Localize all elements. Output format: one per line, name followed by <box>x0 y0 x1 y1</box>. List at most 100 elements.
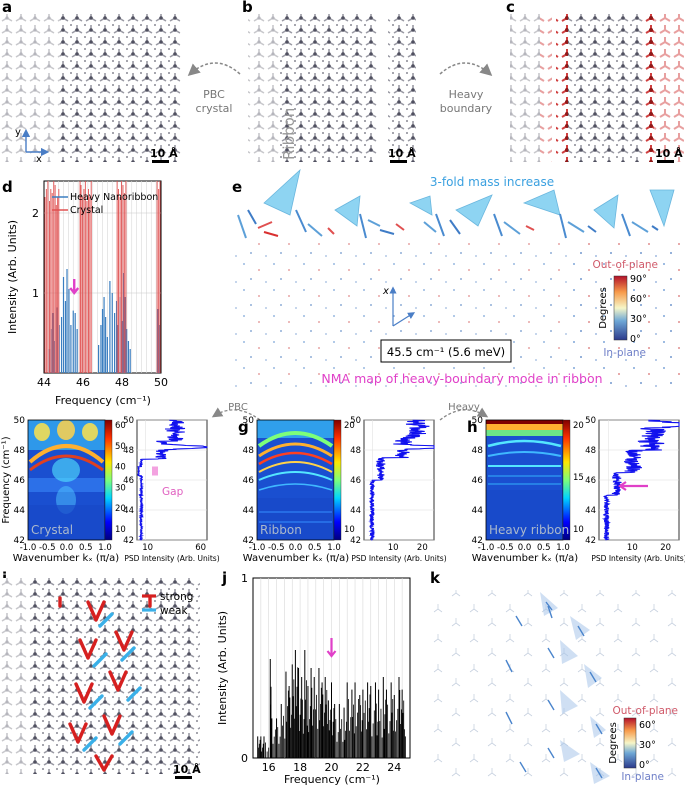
bc-arrow: Heavy boundary <box>439 62 493 115</box>
mode-arrow <box>618 481 648 491</box>
colorbar-tick: 10 <box>115 525 126 535</box>
panel-f: f Crystal Frequency (cm⁻¹) Wavenumber kₓ… <box>1 416 220 564</box>
y-tick-label: 42 <box>585 536 596 546</box>
x-tick-label: 22 <box>356 761 370 774</box>
nma-colorbar: Out-of-plane In-plane Degrees 60° 30° 0° <box>608 705 678 783</box>
y-tick-label: 46 <box>585 476 596 486</box>
displacement-arrows <box>505 601 603 779</box>
y-tick-label: 44 <box>123 506 134 516</box>
panel-b: b Ribbon 10 Å <box>242 0 416 163</box>
legend-entry: Heavy Nanoribbon <box>70 192 158 203</box>
panel-g: g Ribbon Wavenumber kₓ (π/a) 4244464850 … <box>238 416 447 564</box>
axis-y-label: y <box>15 127 21 138</box>
lattice-ribbon <box>278 14 378 162</box>
nma-axis: x <box>382 286 416 327</box>
x-tick-label: -0.5 <box>268 543 285 553</box>
gap-label: Gap <box>162 486 184 498</box>
x-tick-label: -0.5 <box>39 543 56 553</box>
scale-label: 10 Å <box>655 147 683 160</box>
colorbar-tick: 60 <box>115 421 126 431</box>
panel-k: k Out-of-plane <box>430 569 685 784</box>
y-tick-label: 1 <box>32 287 39 300</box>
legend-strong: strong <box>160 591 193 603</box>
y-tick-label: 44 <box>350 506 361 516</box>
colorbar-tick: 60° <box>639 720 656 731</box>
y-tick-label: 42 <box>243 536 254 546</box>
colorbar-title: Degrees <box>598 287 609 329</box>
x-axis-label: Frequency (cm⁻¹) <box>284 773 380 786</box>
colorbar-tick: 30 <box>115 483 126 493</box>
colorbar-tick: 0° <box>639 760 650 771</box>
panel-h: h Heavy ribbon Wavenumber kₓ (π/a) 42 44 4… <box>467 416 685 564</box>
y-axis-label: Intensity (Arb. Units) <box>6 220 19 334</box>
y-tick-label: 46 <box>123 476 134 486</box>
colorbar-tick: 10 <box>573 525 584 535</box>
axis-x-label: x <box>36 154 42 165</box>
x-axis-label: Wavenumber kₓ (π/a) <box>13 553 119 564</box>
x-tick-label: 1.0 <box>556 543 570 553</box>
y-tick-label: 0 <box>241 752 248 765</box>
colorbar-tick: 50 <box>115 442 126 452</box>
displacement-arrows <box>237 209 659 239</box>
y-tick-label: 50 <box>585 416 596 426</box>
x-tick-label: -0.5 <box>497 543 514 553</box>
panel-a: a y x 10 Å <box>0 0 182 165</box>
y-tick-label: 44 <box>243 506 255 516</box>
x-tick-label: 0.5 <box>537 543 551 553</box>
legend: strong weak <box>142 591 193 617</box>
y-tick-label: 42 <box>123 536 134 546</box>
scale-label: 10 Å <box>173 763 201 776</box>
x-tick-label: 10 <box>142 543 153 553</box>
lattice-heavy-ribbon <box>568 14 642 162</box>
heatmap-bands <box>257 420 334 540</box>
y-tick-label: 46 <box>14 476 26 486</box>
x-tick-label: 24 <box>387 761 401 774</box>
colorbar-tick: 20 <box>344 421 355 431</box>
y-tick-label: 42 <box>14 536 25 546</box>
psd-curve <box>601 419 680 541</box>
colorbar-tick: 20 <box>573 421 584 431</box>
fgh-arrows: PBC Heavy <box>211 402 489 421</box>
y-tick-label: 48 <box>472 446 484 456</box>
panel-letter-e: e <box>232 178 242 196</box>
inset-label: Heavy ribbon <box>489 523 569 537</box>
heavy-boundary-right <box>642 14 654 162</box>
panel-letter-a: a <box>2 0 12 16</box>
y-tick-label: 50 <box>350 416 361 426</box>
x-tick-label: 0.0 <box>518 543 532 553</box>
mode-arrow <box>69 279 80 295</box>
colorbar-tick: 15 <box>573 473 584 483</box>
y-tick-label: 44 <box>472 506 484 516</box>
colorbar-bottom-label: In-plane <box>603 347 646 359</box>
x-axis-label: Wavenumber kₓ (π/a) <box>243 553 349 564</box>
y-tick-label: 44 <box>585 506 596 516</box>
x-tick-label: 10 <box>627 543 638 553</box>
y-tick-label: 48 <box>243 446 255 456</box>
psd-x-label: PSD Intensity (Arb. Units) <box>351 554 446 563</box>
ab-arrow-line2: crystal <box>196 102 233 115</box>
nma-colorbar: Out-of-plane In-plane Degrees 90° 60° 30… <box>593 259 659 359</box>
panel-i: i strong weak 10 <box>0 569 201 779</box>
x-tick-label: 44 <box>37 376 51 389</box>
x-tick-label: 0.5 <box>79 543 93 553</box>
x-tick-label: -1.0 <box>20 543 37 553</box>
x-tick-label: -1.0 <box>249 543 266 553</box>
scale-label: 10 Å <box>150 147 178 160</box>
panel-letter-j: j <box>221 569 227 587</box>
colorbar-tick: 40 <box>115 463 126 473</box>
frequency-box <box>380 339 512 363</box>
x-tick-label: 16 <box>262 761 276 774</box>
colorbar-title: Degrees <box>608 722 619 764</box>
y-tick-label: 50 <box>243 416 255 426</box>
colorbar <box>333 419 342 541</box>
panel-letter-c: c <box>506 0 515 16</box>
ab-arrow: PBC crystal <box>187 62 241 115</box>
legend-weak: weak <box>160 605 188 617</box>
x-tick-label: 48 <box>115 376 129 389</box>
mass-increase-title: 3-fold mass increase <box>430 175 554 189</box>
x-tick-label: 20 <box>417 543 428 553</box>
y-axis-label: Frequency (cm⁻¹) <box>1 436 12 523</box>
panel-j: j 16 18 20 22 24 0 1 Intensity (Arb. Units) Fr… <box>216 569 411 786</box>
fgh-arrow-heavy: Heavy <box>448 402 480 413</box>
nma-lattice <box>430 590 685 780</box>
